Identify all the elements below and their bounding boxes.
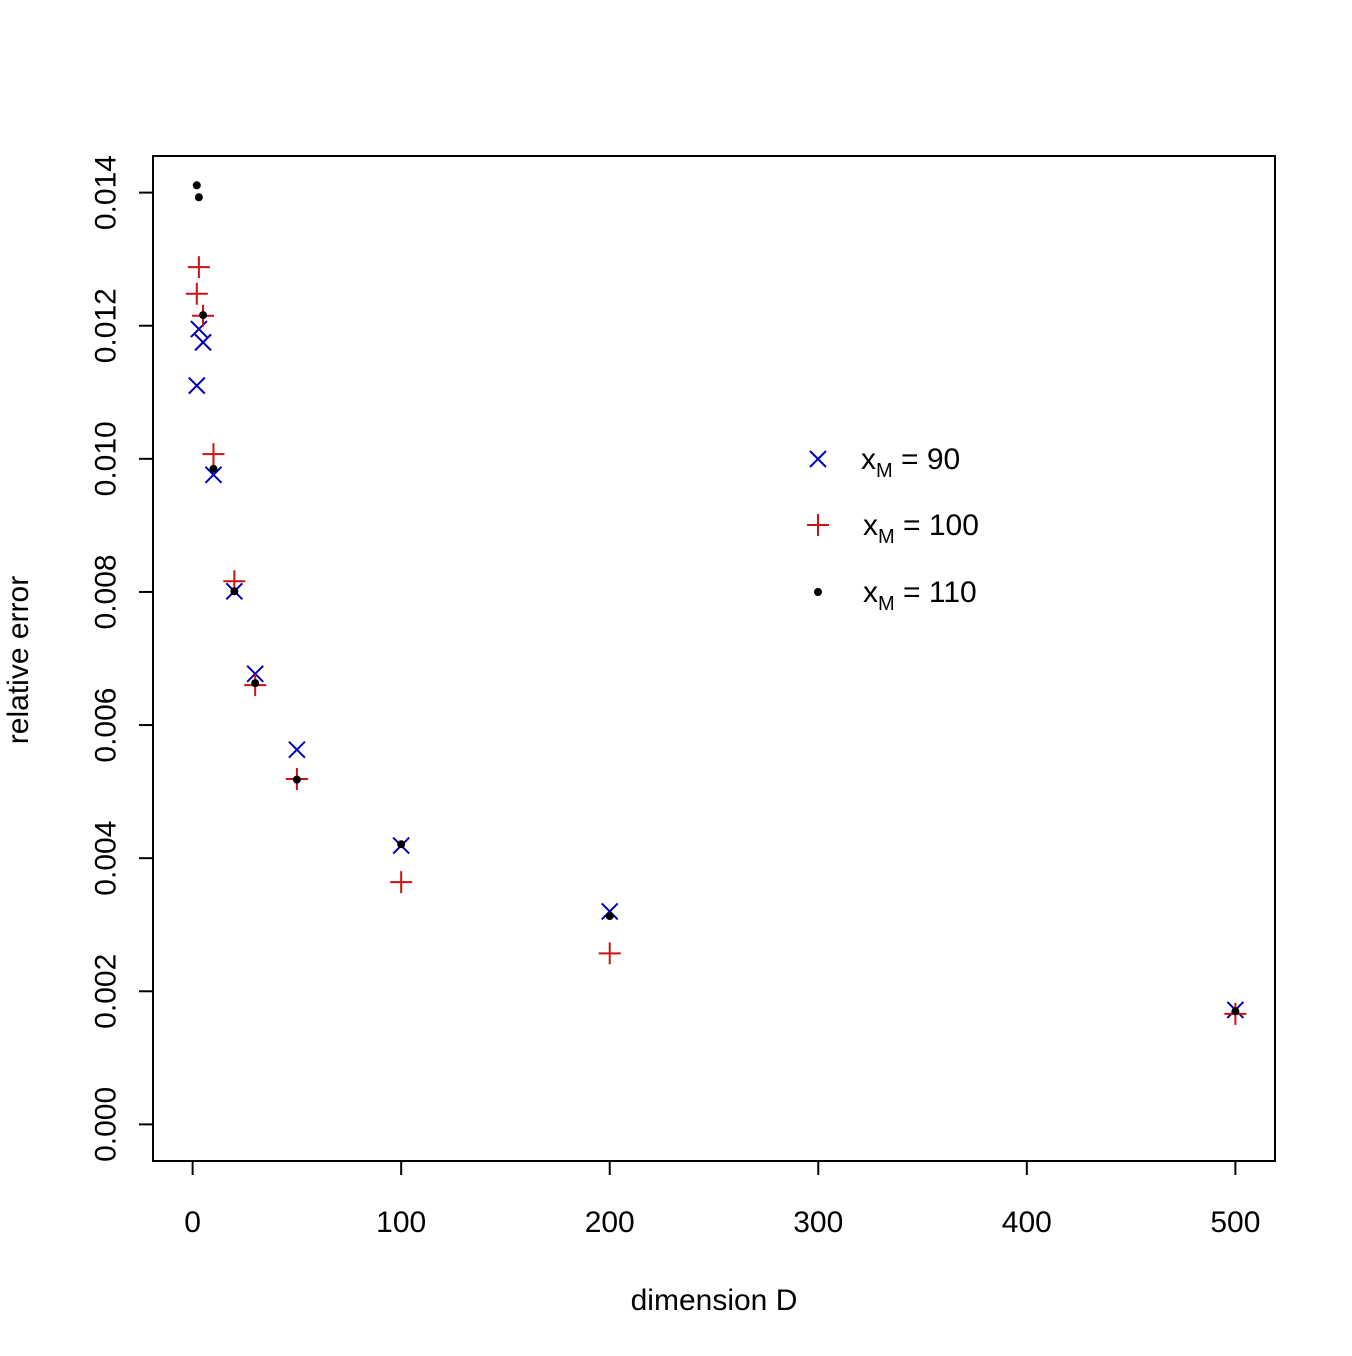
data-points bbox=[185, 181, 1247, 1025]
data-point bbox=[194, 333, 212, 352]
data-point bbox=[292, 775, 301, 784]
y-axis-title: relative error bbox=[2, 576, 35, 744]
series-3 bbox=[192, 181, 1240, 1016]
legend-item: xM = 90 bbox=[809, 443, 960, 482]
data-point bbox=[192, 181, 201, 190]
y-tick-label: 0.014 bbox=[90, 155, 123, 230]
data-point bbox=[397, 840, 406, 849]
data-point bbox=[601, 902, 619, 921]
x-tick-label: 400 bbox=[1002, 1206, 1052, 1239]
data-point bbox=[190, 320, 208, 338]
x-axis: 0 100 200 300 400 500 bbox=[184, 1160, 1260, 1239]
data-point bbox=[288, 740, 306, 759]
legend-item: xM = 100 bbox=[807, 509, 979, 548]
data-point bbox=[230, 587, 239, 596]
plot-frame bbox=[152, 155, 1276, 1162]
series-1 bbox=[188, 320, 1245, 1019]
x-axis-title: dimension D bbox=[631, 1284, 798, 1317]
data-point bbox=[246, 665, 264, 683]
data-point bbox=[194, 193, 203, 202]
series-2 bbox=[185, 256, 1247, 1025]
x-tick-label: 500 bbox=[1210, 1206, 1260, 1239]
data-point bbox=[251, 679, 260, 688]
legend-marker bbox=[814, 588, 822, 596]
x-tick-label: 100 bbox=[376, 1206, 426, 1239]
y-axis: 0.000 0.002 0.004 0.006 0.008 0.010 0.012 0.014 bbox=[90, 155, 154, 1162]
x-tick-label: 0 bbox=[184, 1206, 201, 1239]
data-point bbox=[202, 443, 225, 466]
legend-item: xM = 110 bbox=[814, 576, 977, 615]
legend-marker bbox=[809, 450, 827, 468]
data-point bbox=[1231, 1007, 1240, 1016]
data-point bbox=[598, 942, 621, 965]
y-tick-label: 0.006 bbox=[90, 688, 123, 763]
x-tick-label: 200 bbox=[585, 1206, 635, 1239]
y-tick-label: 0.004 bbox=[90, 821, 123, 896]
legend-label: xM = 100 bbox=[863, 509, 979, 548]
data-point bbox=[605, 912, 614, 921]
x-tick-label: 300 bbox=[793, 1206, 843, 1239]
data-point bbox=[209, 464, 218, 473]
y-tick-label: 0.012 bbox=[90, 288, 123, 363]
data-point bbox=[188, 376, 206, 395]
legend-marker bbox=[807, 514, 829, 536]
y-tick-label: 0.002 bbox=[90, 954, 123, 1029]
legend: xM = 90 xM = 100 xM = 110 bbox=[807, 443, 979, 615]
data-point bbox=[187, 256, 210, 279]
legend-label: xM = 90 bbox=[861, 443, 960, 482]
y-tick-label: 0.008 bbox=[90, 554, 123, 629]
data-point bbox=[185, 282, 208, 305]
legend-label: xM = 110 bbox=[863, 576, 977, 615]
data-point bbox=[204, 466, 223, 484]
y-tick-label: 0.010 bbox=[90, 421, 123, 496]
data-point bbox=[390, 871, 413, 894]
data-point bbox=[199, 311, 208, 320]
y-tick-label: 0.000 bbox=[90, 1087, 123, 1162]
